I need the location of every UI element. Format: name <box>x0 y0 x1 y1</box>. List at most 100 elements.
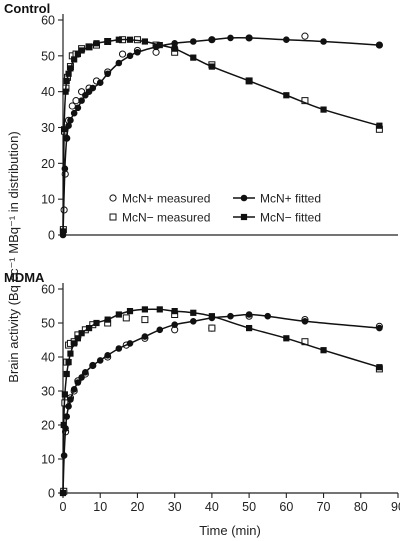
control-mcn-plus-measured-point <box>301 32 309 40</box>
mdma-ticks: 0 10 20 30 40 50 60 0 10 20 30 40 50 60 70 80 90 <box>41 283 400 515</box>
mdma-x-tick-label: 50 <box>242 500 256 514</box>
legend-label: McN− measured <box>122 210 210 224</box>
x-axis-label: Time (min) <box>199 523 261 538</box>
mdma-mcn-minus-fitted-point <box>63 370 70 378</box>
legend-marker <box>240 194 248 202</box>
control-series-mcn-plus-measured <box>60 32 383 214</box>
mdma-mcn-minus-fitted-point <box>376 364 383 371</box>
control-series-mcn-minus-fitted <box>59 36 383 235</box>
control-mcn-plus-fitted-point <box>245 34 253 42</box>
control-mcn-plus-fitted-point <box>208 36 216 44</box>
mdma-mcn-plus-fitted-point <box>115 345 123 352</box>
mdma-mcn-minus-fitted-point <box>67 350 74 357</box>
control-axes <box>62 14 398 236</box>
control-mcn-plus-fitted-point <box>320 38 327 45</box>
control-mcn-minus-fitted-curve <box>62 38 380 232</box>
mdma-mcn-plus-fitted-point <box>74 379 82 386</box>
mdma-x-tick-label: 20 <box>130 500 144 514</box>
control-mcn-minus-fitted-point <box>156 41 163 49</box>
control-y-tick-label: 60 <box>41 14 55 28</box>
control-mcn-minus-fitted-point <box>171 45 178 52</box>
control-mcn-minus-fitted-point <box>246 77 253 85</box>
mdma-mcn-minus-fitted-point <box>171 307 178 315</box>
mdma-mcn-minus-fitted-point <box>61 391 68 398</box>
control-mcn-plus-fitted-point <box>96 79 104 87</box>
legend-marker <box>109 213 117 221</box>
legend-marker <box>240 213 248 221</box>
control-mcn-minus-fitted-point <box>141 38 148 45</box>
mdma-panel: 0 10 20 30 40 50 60 0 10 20 30 40 50 60 70 80 90 MDMA <box>4 270 400 514</box>
legend-item-mcn-plus-fitted: McN+ fitted <box>233 191 321 205</box>
control-mcn-minus-fitted-point <box>115 36 122 43</box>
mdma-mcn-minus-fitted-point <box>208 313 215 320</box>
mdma-mcn-plus-fitted-point <box>156 326 164 334</box>
control-mcn-minus-fitted-point <box>283 92 290 99</box>
y-axis-label: Brain activity (Bq cc⁻¹ MBq⁻¹ in distrib… <box>6 131 21 382</box>
control-mcn-plus-fitted-point <box>283 36 290 44</box>
mdma-mcn-minus-fitted-point <box>85 324 93 332</box>
mdma-mcn-plus-fitted-point <box>96 357 104 364</box>
legend-label: McN+ fitted <box>260 191 321 205</box>
legend-label: McN− fitted <box>260 210 321 224</box>
mdma-mcn-minus-fitted-curve <box>62 308 380 494</box>
mdma-x-tick-label: 40 <box>205 500 219 514</box>
mdma-mcn-plus-fitted-point <box>227 312 234 320</box>
mdma-mcn-plus-fitted-point <box>70 385 78 393</box>
mdma-y-tick-label: 50 <box>41 317 55 331</box>
mdma-mcn-minus-fitted-point <box>104 316 111 323</box>
mdma-mcn-minus-measured-point <box>122 314 130 322</box>
control-mcn-plus-fitted-point <box>70 109 78 117</box>
mdma-mcn-plus-fitted-point <box>171 321 178 329</box>
control-y-tick-label: 30 <box>41 121 55 135</box>
mdma-y-tick-label: 40 <box>41 351 55 365</box>
legend-item-mcn-minus-measured: McN− measured <box>109 210 210 224</box>
control-series-mcn-minus-measured <box>59 36 383 234</box>
legend: McN+ measured McN− measured McN+ fitted McN… <box>109 191 321 224</box>
mdma-mcn-minus-fitted-point <box>78 330 85 337</box>
mdma-mcn-minus-fitted-point <box>126 307 134 315</box>
mdma-x-tick-label: 0 <box>60 500 67 514</box>
mdma-mcn-minus-measured-point <box>141 316 149 324</box>
mdma-mcn-minus-fitted-point <box>283 335 290 342</box>
mdma-title: MDMA <box>4 270 45 285</box>
mdma-mcn-minus-fitted-point <box>190 309 197 316</box>
mdma-mcn-plus-fitted-point <box>301 317 309 325</box>
control-mcn-plus-fitted-point <box>104 70 111 78</box>
mdma-mcn-minus-fitted-point <box>156 306 163 313</box>
mdma-mcn-plus-fitted-point <box>89 362 97 369</box>
control-mcn-minus-fitted-point <box>71 56 78 63</box>
mdma-mcn-minus-fitted-point <box>141 306 148 313</box>
mdma-series-mcn-plus-fitted <box>59 311 383 497</box>
mdma-mcn-plus-fitted-point <box>376 324 383 332</box>
control-mcn-minus-fitted-point <box>67 65 74 72</box>
legend-item-mcn-plus-measured: McN+ measured <box>109 191 210 205</box>
control-y-tick-label: 50 <box>41 49 55 63</box>
control-mcn-plus-fitted-point <box>376 41 383 49</box>
mdma-series-mcn-plus-measured <box>60 312 383 495</box>
mdma-y-tick-label: 10 <box>41 453 55 467</box>
control-y-tick-label: 20 <box>41 157 55 171</box>
control-mcn-minus-fitted-point <box>190 54 197 61</box>
mdma-mcn-plus-fitted-point <box>189 317 197 325</box>
control-mcn-plus-fitted-point <box>89 84 97 92</box>
mdma-y-tick-label: 60 <box>41 283 55 297</box>
mdma-series-mcn-minus-fitted <box>59 306 383 497</box>
mdma-mcn-plus-fitted-point <box>104 351 111 359</box>
control-mcn-plus-fitted-point <box>78 97 85 104</box>
mdma-x-tick-label: 10 <box>93 500 107 514</box>
control-ticks: 0 10 20 30 40 50 60 <box>41 14 63 243</box>
control-mcn-plus-fitted-point <box>61 165 69 173</box>
mdma-y-tick-label: 0 <box>48 487 55 501</box>
control-mcn-plus-measured-point <box>72 97 80 105</box>
control-mcn-minus-fitted-point <box>320 106 327 113</box>
mdma-mcn-plus-fitted-point <box>65 402 72 410</box>
control-mcn-minus-fitted-point <box>65 70 72 77</box>
mdma-x-tick-label: 70 <box>317 500 331 514</box>
mdma-mcn-plus-fitted-point <box>141 333 149 340</box>
mdma-series-mcn-minus-measured <box>60 311 383 495</box>
control-mcn-plus-fitted-point <box>134 48 141 56</box>
control-mcn-plus-fitted-point <box>74 104 82 112</box>
control-y-tick-label: 40 <box>41 85 55 99</box>
control-mcn-plus-measured-point <box>118 50 127 58</box>
